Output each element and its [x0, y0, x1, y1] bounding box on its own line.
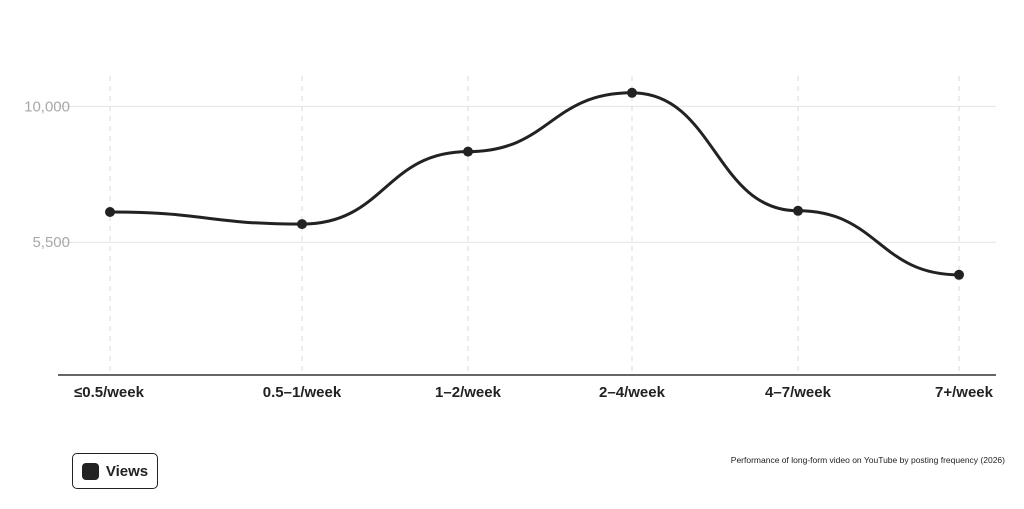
x-tick-label: ≤0.5/week	[74, 384, 145, 401]
legend-toggle-views[interactable]: Views	[72, 453, 158, 489]
data-point-0[interactable]	[105, 207, 115, 218]
legend-label: Views	[105, 462, 149, 480]
data-points	[105, 87, 964, 280]
line-chart: 5,500 10,000 ≤0.5/week 0.5–1/week 1–2/week 2…	[24, 76, 996, 401]
data-point-4[interactable]	[793, 205, 803, 216]
data-point-1[interactable]	[297, 219, 307, 230]
vertical-gridlines	[109, 76, 960, 375]
data-point-5[interactable]	[954, 269, 964, 280]
y-tick-label: 10,000	[24, 98, 70, 115]
data-point-3[interactable]	[627, 87, 637, 98]
x-axis-tick-labels: ≤0.5/week 0.5–1/week 1–2/week 2–4/week 4–7/w…	[74, 384, 994, 401]
x-tick-label: 4–7/week	[765, 384, 832, 401]
legend-swatch	[81, 462, 99, 480]
y-tick-label: 5,500	[32, 234, 70, 251]
x-tick-label: 0.5–1/week	[263, 384, 342, 401]
x-tick-label: 2–4/week	[599, 384, 666, 401]
chart-caption: Performance of long-form video on YouTub…	[730, 455, 1005, 465]
x-tick-label: 1–2/week	[435, 384, 502, 401]
data-point-2[interactable]	[463, 146, 473, 157]
y-axis-tick-labels: 5,500 10,000	[24, 98, 70, 251]
x-tick-label: 7+/week	[935, 384, 994, 401]
series-line-views	[109, 91, 960, 277]
horizontal-gridlines	[58, 105, 996, 243]
